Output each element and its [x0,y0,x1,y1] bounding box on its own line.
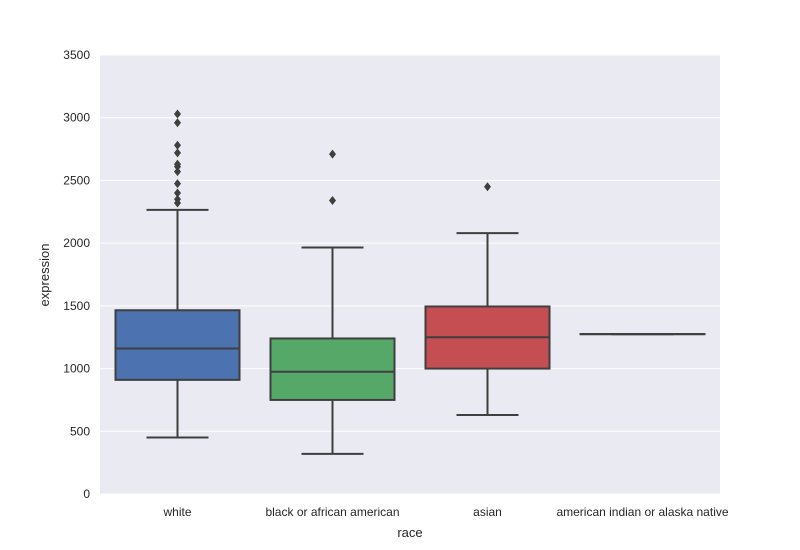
x-tick-label: american indian or alaska native [556,505,728,519]
box-iqr [269,337,396,401]
boxes [114,109,706,455]
box-0 [114,109,241,439]
x-axis-label: race [397,525,422,540]
box-1 [269,149,396,455]
x-tick-labels: white black or african american asian ameri… [162,505,728,519]
box-2 [424,182,551,416]
y-tick-label: 2000 [63,236,90,250]
outlier-point [174,179,181,189]
y-tick-label: 1500 [63,299,90,313]
y-axis-label: expression [37,244,52,307]
y-tick-label: 0 [83,487,90,501]
y-tick-label: 3500 [63,48,90,62]
outlier-point [174,159,181,169]
y-tick-labels: 0 500 1000 1500 2000 2500 3000 3500 [63,48,90,501]
y-tick-label: 500 [70,424,90,438]
outlier-point [174,140,181,150]
outlier-point [174,148,181,158]
plot-background [100,55,720,494]
outlier-point [329,149,336,159]
outlier-point [174,118,181,128]
x-tick-label: asian [473,505,502,519]
x-tick-label: black or african american [265,505,399,519]
y-tick-label: 2500 [63,173,90,187]
outlier-point [174,194,181,204]
x-tick-label: white [162,505,191,519]
outlier-point [174,167,181,177]
outlier-point [329,195,336,205]
box-iqr [114,309,241,381]
y-tick-label: 1000 [63,362,90,376]
outlier-point [484,182,491,192]
outlier-point [174,188,181,198]
y-tick-label: 3000 [63,111,90,125]
outlier-point [174,109,181,119]
